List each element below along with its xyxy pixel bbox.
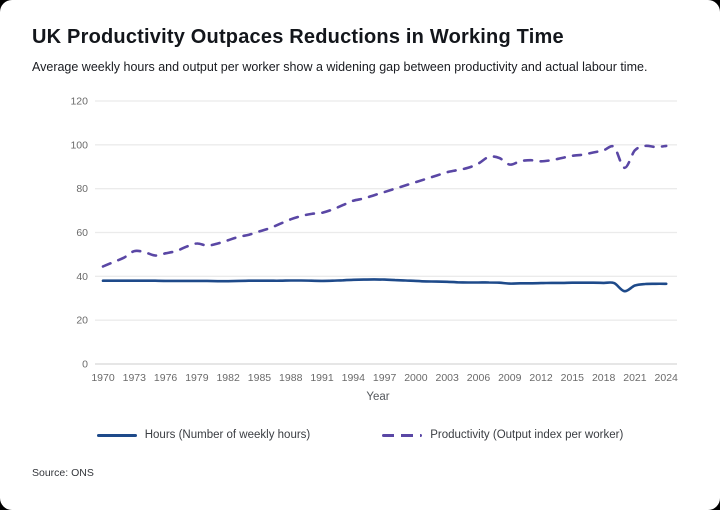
x-tick-label: 2003 [436,372,460,384]
x-tick-label: 1994 [342,372,366,384]
source-note: Source: ONS [32,467,94,479]
legend-item-hours: Hours (Number of weekly hours) [96,429,311,441]
chart-subtitle: Average weekly hours and output per work… [32,60,648,74]
y-tick-label: 120 [70,96,88,108]
chart-legend: Hours (Number of weekly hours) Productiv… [0,429,720,441]
x-tick-label: 1997 [373,372,397,384]
x-tick-label: 2018 [592,372,616,384]
x-tick-label: 2012 [529,372,553,384]
productivity-line-swatch [382,433,423,437]
x-tick-label: 2015 [561,372,585,384]
x-tick-label: 1991 [310,372,334,384]
x-tick-label: 1970 [91,372,115,384]
legend-label-productivity: Productivity (Output index per worker) [430,429,624,441]
x-tick-label: 1985 [248,372,272,384]
x-tick-label: 2021 [623,372,647,384]
y-tick-label: 20 [76,315,88,327]
x-tick-label: 1988 [279,372,303,384]
page-title: UK Productivity Outpaces Reductions in W… [32,26,564,48]
y-tick-label: 40 [76,271,88,283]
x-tick-label: 1976 [154,372,178,384]
hours-line [101,278,668,293]
y-tick-label: 100 [70,139,88,151]
x-tick-label: 2009 [498,372,522,384]
y-tick-label: 0 [82,359,88,371]
y-tick-label: 80 [76,183,88,195]
x-tick-label: 1973 [123,372,147,384]
x-tick-label: 1979 [185,372,209,384]
x-tick-label: 2000 [404,372,428,384]
x-tick-label: 1982 [216,372,240,384]
hours-line-swatch [96,433,137,437]
x-tick-label: 2006 [467,372,491,384]
x-tick-label: 2024 [655,372,679,384]
y-tick-label: 60 [76,227,88,239]
legend-label-hours: Hours (Number of weekly hours) [144,429,311,441]
legend-item-productivity: Productivity (Output index per worker) [382,429,623,441]
x-axis-label: Year [366,391,389,403]
productivity-line [101,144,668,268]
